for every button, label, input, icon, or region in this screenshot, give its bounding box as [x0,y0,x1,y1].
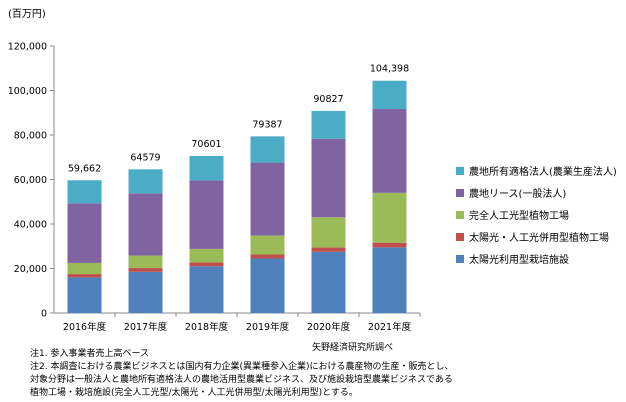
bar-segment [67,180,102,204]
bar-segment [250,254,285,259]
total-label: 104,398 [370,64,409,75]
bar-segment [372,108,407,193]
bar-segment [311,247,346,252]
legend-swatch [456,210,464,219]
y-tick-label: 60,000 [14,175,47,186]
bar-segment [67,277,102,313]
bar-segment [311,138,346,218]
legend-label: 農地所有適格法人(農業生産法人) [469,167,617,178]
note-1: 注1. 参入事業者売上高ベース [30,349,149,359]
x-tick-label: 2021年度 [368,321,412,333]
bar-segment [189,266,224,313]
total-labels: 59,662 64579 70601 79387 90827 104,398 [68,64,409,175]
legend-item: 太陽光・人工光併用型植物工場 [456,229,609,244]
y-tick-label: 120,000 [8,42,47,53]
legend-item: 農地所有適格法人(農業生産法人) [456,163,617,178]
bar-segment [250,136,285,163]
bar-segment [250,258,285,313]
bar-segment [128,268,163,272]
bar-segment [189,155,224,181]
legend-item: 農地リース(一般法人) [456,185,566,200]
bar-segment [372,192,407,243]
bar-segment [189,248,224,263]
legend-swatch [456,232,464,241]
source-label: 矢野経済研究所調べ [312,343,394,353]
y-tick-label: 40,000 [14,220,47,231]
legend-label: 完全人工光型植物工場 [469,211,569,222]
note-3: 対象分野は一般法人と農地所有適格法人の農地活用型農業ビジネス、及び施設栽培型農業… [30,375,453,385]
x-tick-label: 2020年度 [307,321,351,333]
legend-label: 太陽光利用型栽培施設 [469,255,569,266]
bar-segment [311,217,346,248]
total-label: 59,662 [68,163,101,174]
legend-swatch [456,254,464,263]
bar-segment [128,271,163,313]
total-label: 64579 [130,152,160,163]
total-label: 79387 [252,119,282,130]
axes [53,46,420,314]
x-tick-label: 2019年度 [246,321,290,333]
legend-label: 農地リース(一般法人) [469,189,567,200]
legend-item: 完全人工光型植物工場 [456,207,569,222]
legend-swatch [456,166,464,175]
total-label: 70601 [191,139,221,150]
y-axis-ticks: 0 20,000 40,000 60,000 80,000 100,000 120,000 [8,42,54,320]
bar-segment [372,242,407,248]
y-tick-label: 100,000 [8,86,47,97]
bar-segment [67,262,102,275]
legend-label: 太陽光・人工光併用型植物工場 [469,233,609,244]
legend-item: 太陽光利用型栽培施設 [456,251,569,266]
x-tick-label: 2017年度 [124,321,168,333]
x-axis-labels: 2016年度 2017年度 2018年度 2019年度 2020年度 2021年度 [63,313,421,333]
bar-segment [189,180,224,249]
bar-segment [189,262,224,267]
bar-segment [128,255,163,269]
bar-segment [372,247,407,313]
bar-segment [311,251,346,313]
bar-segment [250,235,285,255]
bar-segment [67,203,102,263]
bar-segment [311,110,346,139]
bar-segment [128,193,163,256]
legend-swatch [456,188,464,197]
y-tick-label: 0 [41,309,47,320]
note-2: 注2. 本調査における農業ビジネスとは国内有力企業(異業種参入企業)における農産… [30,362,454,372]
bar-segment [372,80,407,109]
unit-label: (百万円) [8,8,46,20]
x-tick-label: 2018年度 [185,321,229,333]
bar-segment [67,274,102,278]
bar-segment [128,169,163,194]
bars [67,80,407,313]
total-label: 90827 [313,94,343,105]
bar-segment [250,162,285,236]
y-tick-label: 20,000 [14,264,47,275]
x-tick-label: 2016年度 [63,321,107,333]
note-4: 植物工場・栽培施設(完全人工光型/太陽光・人工光併用型/太陽光利用型)とする。 [30,388,358,398]
y-tick-label: 80,000 [14,131,47,142]
